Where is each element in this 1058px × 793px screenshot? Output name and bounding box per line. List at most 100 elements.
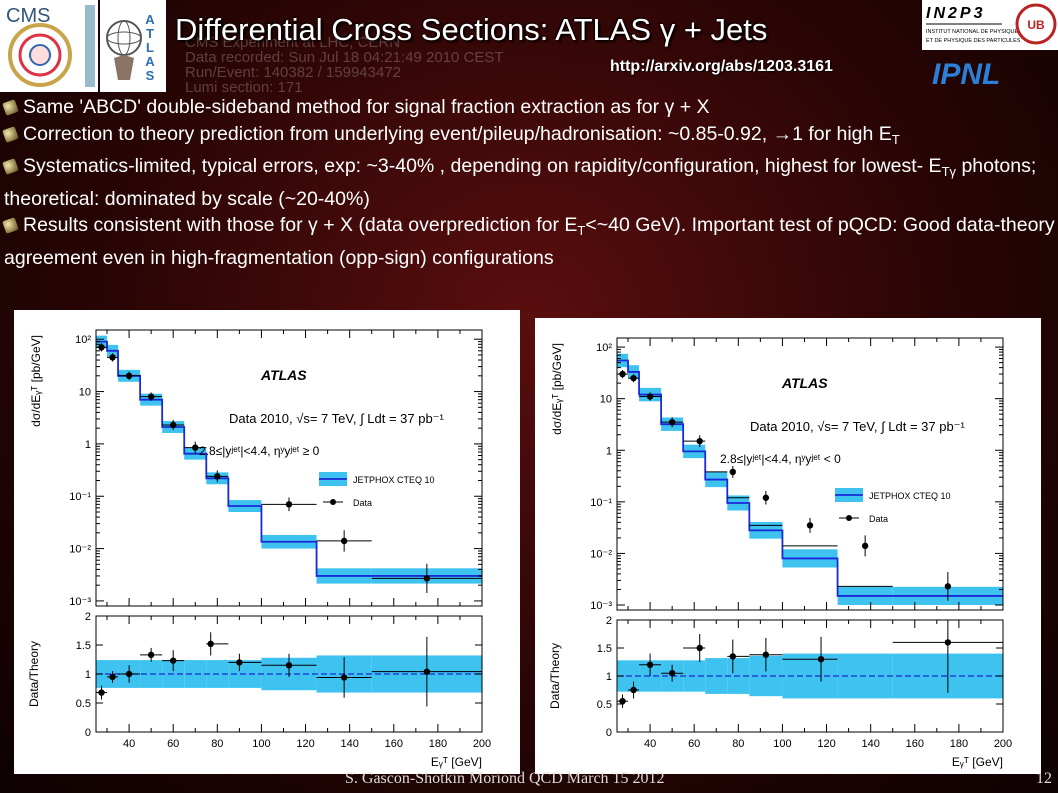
data-point xyxy=(806,522,814,529)
cross-section-plot-opp-sign: 10⁻³ 10⁻² 10⁻¹ 1 10 10² 0 0.5 1 1.5 2 40 60 80 100 120 1… xyxy=(535,318,1041,774)
svg-text:S: S xyxy=(146,68,155,83)
x-tick-label: 60 xyxy=(167,738,179,750)
bullet-list: Same 'ABCD' double-sideband method for s… xyxy=(2,94,1056,271)
cross-section-plot-same-sign: 10⁻³ 10⁻² 10⁻¹ 1 10 10² 0 0.5 1 1.5 2 40 60 80 100 120 1… xyxy=(14,310,520,774)
x-tick-label: 80 xyxy=(211,738,223,750)
ratio-point xyxy=(646,661,654,668)
x-tick-label: 120 xyxy=(817,738,835,750)
chart-group: 10⁻³ 10⁻² 10⁻¹ 1 10 10² 0 0.5 1 1.5 2 40 60 80 100 120 1… xyxy=(27,329,491,769)
data-point xyxy=(861,542,869,550)
y-tick-label: 1 xyxy=(85,439,91,451)
data-point xyxy=(668,418,676,426)
ratio-point xyxy=(340,674,348,681)
in2p3-logo: IN2P3 INSTITUT NATIONAL DE PHYSIQUE NUCL… xyxy=(922,0,1058,50)
x-tick-label: 60 xyxy=(688,738,700,750)
svg-text:UB: UB xyxy=(1027,18,1045,32)
bullet-text: photons; theoretical: dominated by scale… xyxy=(4,155,1037,210)
arxiv-link[interactable]: http://arxiv.org/abs/1203.3161 xyxy=(610,58,833,75)
legend-label: JETPHOX CTEQ 10 xyxy=(869,491,951,501)
chart-info-line: 2.8≤|yʲᵉᵗ|<4.4, ηʸyʲᵉᵗ ≥ 0 xyxy=(199,444,320,458)
data-point xyxy=(98,344,105,351)
ratio-y-tick-label: 0 xyxy=(606,727,612,739)
chart-info-line: Data 2010, √s= 7 TeV, ∫ Ldt = 37 pb⁻¹ xyxy=(750,419,966,434)
data-point xyxy=(630,374,637,382)
bullet-icon xyxy=(2,158,19,175)
ratio-y-tick-label: 1.5 xyxy=(597,643,612,655)
data-point xyxy=(646,393,654,400)
svg-text:L: L xyxy=(146,40,154,55)
event-text-line: Run/Event: 140382 / 159943472 xyxy=(185,64,402,81)
x-tick-label: 180 xyxy=(429,738,447,750)
y-tick-label: 10² xyxy=(75,334,91,346)
theory-line xyxy=(96,340,482,577)
legend-label: JETPHOX CTEQ 10 xyxy=(353,475,435,485)
ratio-y-tick-label: 1 xyxy=(606,671,612,683)
ratio-axis-label: Data/Theory xyxy=(27,641,41,707)
ratio-axis-label: Data/Theory xyxy=(548,643,562,709)
y-tick-label: 10⁻¹ xyxy=(69,491,91,503)
ratio-y-tick-label: 1.5 xyxy=(76,640,91,652)
data-point xyxy=(147,393,155,400)
x-tick-label: 200 xyxy=(994,738,1012,750)
top-frame xyxy=(95,329,483,607)
x-tick-label: 80 xyxy=(732,738,744,750)
legend-label: Data xyxy=(869,514,888,524)
ratio-point xyxy=(207,640,214,648)
x-tick-label: 180 xyxy=(950,738,968,750)
event-text-line: Lumi section: 171 xyxy=(185,79,303,96)
data-point xyxy=(423,575,431,582)
svg-text:T: T xyxy=(146,26,154,41)
y-tick-label: 10⁻³ xyxy=(69,596,91,608)
y-axis-label: dσ/dEᵧᵀ [pb/GeV] xyxy=(29,335,43,427)
chart-info-line: 2.8≤|yʲᵉᵗ|<4.4, ηʸyʲᵉᵗ < 0 xyxy=(720,452,841,466)
ratio-point xyxy=(147,651,155,659)
data-point xyxy=(192,444,199,451)
ratio-point xyxy=(236,659,243,666)
ratio-point xyxy=(109,673,116,681)
ratio-point xyxy=(125,670,133,678)
page-number: 12 xyxy=(1036,770,1052,787)
ratio-y-tick-label: 0.5 xyxy=(76,698,91,710)
x-tick-label: 160 xyxy=(906,738,924,750)
svg-text:IN2P3: IN2P3 xyxy=(926,5,985,22)
x-tick-label: 140 xyxy=(861,738,879,750)
ratio-point xyxy=(944,639,952,646)
event-text-line: CMS Experiment at LHC, CERN xyxy=(185,34,401,51)
ratio-y-tick-label: 0.5 xyxy=(597,699,612,711)
ratio-y-tick-label: 0 xyxy=(85,727,91,739)
data-point xyxy=(696,437,703,445)
chart-info-line: Data 2010, √s= 7 TeV, ∫ Ldt = 37 pb⁻¹ xyxy=(229,411,445,426)
bullet-icon xyxy=(2,99,19,116)
ratio-point xyxy=(668,670,676,677)
data-point xyxy=(285,501,293,508)
ratio-point xyxy=(285,662,293,669)
event-text-line: Data recorded: Sun Jul 18 04:21:49 2010 … xyxy=(185,49,504,66)
bullet-text: Same 'ABCD' double-sideband method for s… xyxy=(23,96,710,118)
y-tick-label: 10⁻¹ xyxy=(590,497,612,509)
bullet-text: <~40 GeV). Important test of pQCD: Good … xyxy=(4,214,1055,269)
atlas-label: ATLAS xyxy=(781,375,828,391)
data-point xyxy=(340,537,348,545)
bullet-text: Correction to theory prediction from und… xyxy=(23,122,892,145)
svg-text:ET DE PHYSIQUE DES PARTICULES: ET DE PHYSIQUE DES PARTICULES xyxy=(926,38,1021,44)
x-tick-label: 40 xyxy=(644,738,656,750)
x-tick-label: 100 xyxy=(773,738,791,750)
bullet-subscript: T xyxy=(891,131,900,147)
x-axis-label: Eᵧᵀ [GeV] xyxy=(431,755,482,769)
data-point xyxy=(762,494,770,501)
data-point xyxy=(109,354,116,361)
svg-text:INSTITUT NATIONAL DE PHYSIQUE: INSTITUT NATIONAL DE PHYSIQUE NUCLÉAIRE xyxy=(926,28,1052,35)
ratio-point xyxy=(98,689,105,696)
ratio-band xyxy=(628,660,640,692)
bullet-item: Systematics-limited, typical errors, exp… xyxy=(2,153,1056,212)
event-display-text: CMS Experiment at LHC, CERN Data recorde… xyxy=(185,35,585,95)
x-tick-label: 120 xyxy=(296,738,314,750)
ratio-point xyxy=(170,657,177,664)
legend-swatch-point xyxy=(330,499,336,505)
x-tick-label: 40 xyxy=(123,738,135,750)
ratio-point xyxy=(619,698,626,705)
y-tick-label: 10⁻² xyxy=(69,544,91,556)
data-point xyxy=(619,370,626,378)
bullet-text: Results consistent with those for γ + X … xyxy=(23,214,578,236)
bullet-icon xyxy=(2,125,19,143)
